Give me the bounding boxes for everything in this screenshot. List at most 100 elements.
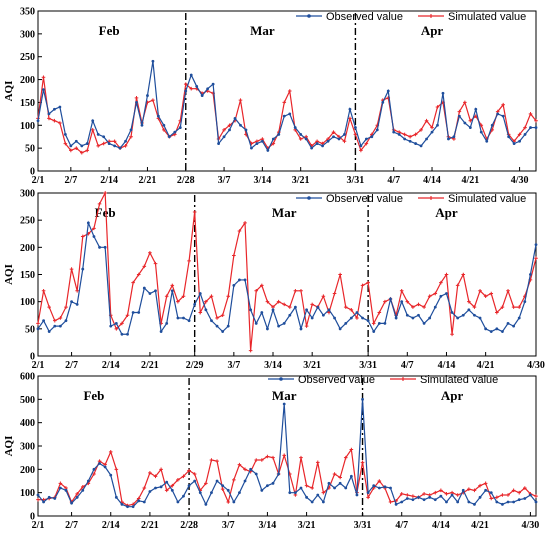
- series-simulated: [36, 190, 538, 353]
- data-point-observed: [193, 302, 197, 306]
- data-point-observed: [439, 294, 443, 298]
- data-point-observed: [344, 322, 348, 325]
- legend-label-simulated: Simulated value: [448, 11, 526, 23]
- data-point-observed: [529, 126, 532, 129]
- data-point-observed: [523, 497, 527, 500]
- data-point-simulated: [237, 462, 242, 467]
- data-point-simulated: [402, 132, 407, 137]
- data-point-simulated: [467, 299, 471, 304]
- data-point-simulated: [430, 125, 434, 130]
- x-tick-label: 4/21: [477, 360, 495, 371]
- data-point-observed: [349, 316, 353, 320]
- legend-marker-simulated: [429, 14, 433, 18]
- data-point-observed: [243, 479, 247, 483]
- data-point-observed: [447, 137, 450, 141]
- data-point-observed: [124, 139, 127, 143]
- data-point-observed: [36, 327, 40, 331]
- data-point-simulated: [170, 283, 175, 288]
- data-point-simulated: [315, 460, 320, 465]
- data-point-simulated: [511, 488, 516, 493]
- data-point-observed: [81, 267, 85, 271]
- data-point-observed: [467, 500, 471, 504]
- data-point-simulated: [353, 132, 358, 137]
- data-point-observed: [529, 273, 532, 276]
- data-point-observed: [293, 491, 297, 495]
- legend-label-observed: Observed value: [326, 11, 403, 23]
- data-point-simulated: [411, 494, 415, 498]
- series-observed: [36, 220, 538, 336]
- data-point-observed: [496, 112, 500, 116]
- data-point-simulated: [108, 450, 113, 454]
- data-point-observed: [244, 128, 248, 132]
- data-point-observed: [151, 59, 155, 63]
- data-point-simulated: [489, 496, 494, 501]
- y-tick-label: 300: [20, 29, 35, 40]
- data-point-observed: [343, 133, 346, 136]
- data-point-observed: [456, 500, 460, 504]
- data-point-observed: [512, 142, 516, 145]
- data-point-observed: [129, 128, 133, 132]
- data-point-observed: [305, 495, 308, 499]
- data-point-observed: [397, 133, 401, 136]
- data-point-observed: [47, 495, 51, 499]
- data-point-simulated: [349, 308, 354, 312]
- data-point-observed: [479, 130, 483, 134]
- data-point-observed: [36, 493, 40, 497]
- data-point-observed: [47, 330, 51, 333]
- data-point-simulated: [162, 128, 166, 132]
- data-point-observed: [473, 502, 476, 506]
- data-point-observed: [419, 144, 423, 148]
- data-point-observed: [131, 311, 135, 314]
- data-point-observed: [206, 87, 210, 91]
- series-line-observed: [37, 61, 536, 152]
- data-point-simulated: [209, 294, 214, 299]
- data-point-observed: [495, 327, 499, 331]
- data-point-simulated: [500, 305, 505, 309]
- month-label: Mar: [250, 23, 275, 38]
- data-point-observed: [512, 500, 516, 504]
- data-point-observed: [403, 137, 407, 141]
- x-tick-label: 2/21: [139, 175, 157, 186]
- data-point-observed: [154, 289, 157, 293]
- data-point-observed: [86, 221, 90, 225]
- data-point-observed: [316, 305, 320, 309]
- data-point-observed: [148, 292, 152, 295]
- y-tick-label: 350: [20, 7, 35, 18]
- data-point-observed: [69, 144, 73, 148]
- data-point-observed: [439, 494, 443, 498]
- x-tick-label: 2/21: [141, 360, 159, 371]
- y-tick-label: 100: [20, 297, 35, 308]
- data-point-simulated: [332, 472, 337, 476]
- data-point-observed: [53, 107, 56, 111]
- data-point-simulated: [248, 348, 253, 353]
- data-point-simulated: [321, 294, 326, 299]
- data-point-observed: [377, 486, 381, 490]
- data-point-observed: [226, 324, 230, 328]
- data-point-simulated: [164, 488, 169, 493]
- legend-label-simulated: Simulated value: [420, 374, 498, 386]
- data-point-observed: [91, 119, 95, 123]
- data-point-observed: [70, 501, 73, 505]
- data-point-observed: [310, 500, 314, 504]
- data-point-observed: [215, 479, 219, 483]
- data-point-simulated: [304, 324, 309, 328]
- data-point-observed: [452, 135, 456, 139]
- data-point-simulated: [260, 283, 264, 288]
- data-point-observed: [372, 330, 376, 333]
- data-point-observed: [327, 481, 331, 485]
- data-point-simulated: [424, 118, 429, 123]
- data-point-simulated: [299, 289, 303, 293]
- y-tick-label: 200: [20, 465, 35, 476]
- data-point-observed: [170, 289, 174, 293]
- data-point-observed: [293, 126, 297, 129]
- data-point-simulated: [69, 267, 74, 271]
- x-tick-label: 4/30: [511, 175, 529, 186]
- data-point-simulated: [209, 458, 214, 462]
- data-point-observed: [400, 300, 404, 304]
- data-point-observed: [304, 137, 308, 141]
- data-point-observed: [92, 467, 96, 471]
- data-point-observed: [377, 322, 381, 325]
- data-point-observed: [42, 88, 45, 92]
- data-point-simulated: [243, 221, 247, 225]
- data-point-observed: [366, 491, 370, 495]
